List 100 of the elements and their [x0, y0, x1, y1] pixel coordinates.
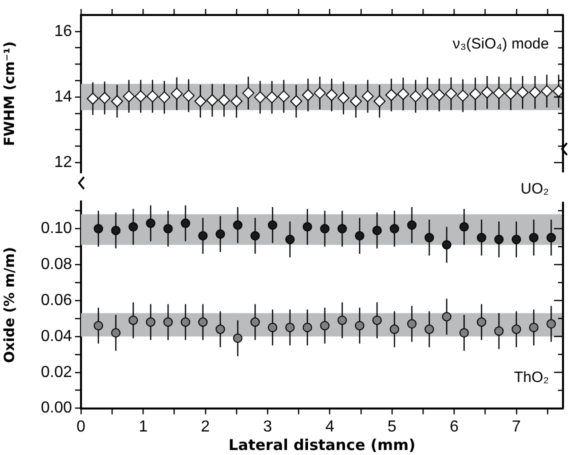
point	[390, 324, 400, 334]
point	[494, 326, 504, 336]
x-tick-label: 6	[450, 418, 459, 436]
point	[459, 222, 469, 232]
point	[128, 222, 138, 232]
point	[516, 86, 529, 98]
legend-label: ν₃(SiO₄) mode	[452, 36, 549, 53]
y-tick-label: 0.08	[40, 256, 72, 273]
point	[216, 324, 226, 334]
point	[445, 88, 458, 100]
y-tick-label: 16	[54, 22, 72, 40]
point	[290, 95, 302, 108]
point	[194, 95, 206, 108]
point	[158, 91, 170, 104]
point	[86, 92, 99, 105]
point	[250, 231, 260, 241]
point	[98, 92, 111, 104]
point	[302, 222, 312, 232]
x-tick-label: 7	[512, 418, 521, 436]
point	[362, 90, 374, 102]
point	[122, 90, 135, 102]
point	[111, 95, 124, 108]
point	[216, 229, 226, 239]
x-tick-label: 0	[76, 418, 86, 436]
y-axis-title: Oxide (% m/m)	[2, 246, 18, 364]
point	[94, 224, 104, 234]
point	[433, 89, 446, 102]
point	[354, 320, 364, 330]
y-tick-label: 0.06	[40, 292, 72, 309]
y-tick-label: 12	[54, 154, 72, 171]
point	[230, 95, 242, 108]
point	[314, 87, 326, 100]
y-tick-label: 0.04	[40, 328, 72, 345]
point	[374, 95, 386, 108]
point	[285, 234, 295, 244]
y-tick-label: 14	[54, 88, 72, 106]
point	[146, 317, 156, 327]
point	[546, 319, 556, 329]
point	[180, 218, 190, 228]
point	[546, 232, 556, 242]
point	[424, 324, 434, 334]
point	[146, 218, 156, 228]
point	[338, 224, 347, 234]
point	[354, 231, 364, 241]
point	[540, 85, 553, 98]
point	[320, 224, 330, 234]
point	[128, 316, 138, 325]
x-tick-label: 5	[388, 418, 397, 436]
point	[285, 322, 295, 332]
point	[180, 317, 190, 327]
point	[397, 88, 410, 100]
point	[390, 224, 400, 234]
x-tick-label: 3	[263, 418, 272, 436]
point	[218, 94, 230, 106]
point	[266, 91, 278, 104]
point	[233, 334, 242, 343]
point	[469, 88, 482, 100]
point	[476, 317, 486, 327]
point	[182, 90, 195, 102]
point	[242, 87, 254, 100]
point	[512, 234, 522, 244]
point	[326, 89, 338, 102]
legend-label: ThO₂	[514, 369, 550, 386]
point	[372, 226, 382, 236]
point	[385, 89, 398, 102]
point	[407, 319, 417, 329]
point	[94, 320, 104, 330]
x-axis-title: Lateral distance (mm)	[228, 436, 416, 454]
point	[278, 90, 290, 102]
point	[198, 317, 208, 327]
point	[320, 320, 330, 330]
point	[421, 88, 434, 100]
x-tick-label: 4	[325, 418, 334, 436]
point	[442, 240, 452, 250]
x-tick-label: 1	[138, 418, 148, 436]
point	[529, 232, 538, 242]
point	[250, 317, 260, 327]
point	[410, 90, 422, 102]
point	[206, 94, 218, 106]
point	[302, 89, 314, 102]
point	[476, 232, 486, 242]
point	[163, 317, 173, 327]
point	[492, 87, 505, 100]
point	[268, 322, 278, 332]
point	[407, 220, 417, 230]
point	[170, 88, 183, 100]
point	[302, 322, 312, 332]
y-tick-label: 0.00	[40, 400, 72, 417]
point	[456, 90, 469, 102]
point	[512, 324, 522, 334]
point	[350, 95, 362, 108]
point	[163, 224, 173, 234]
point	[146, 90, 159, 102]
x-tick-label: 2	[200, 418, 210, 436]
point	[268, 220, 278, 230]
y-axis-title: FWHM (cm⁻¹)	[2, 41, 18, 146]
point	[338, 316, 347, 325]
point	[111, 328, 121, 338]
point	[529, 322, 538, 332]
point	[233, 220, 242, 230]
